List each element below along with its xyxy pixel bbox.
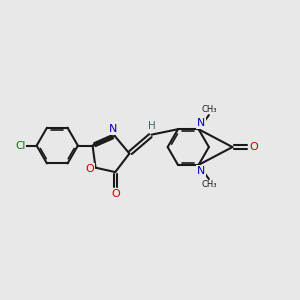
Text: Cl: Cl xyxy=(15,141,26,151)
Text: O: O xyxy=(111,189,120,199)
Text: N: N xyxy=(109,124,118,134)
Text: N: N xyxy=(197,118,205,128)
Text: N: N xyxy=(197,166,205,176)
Text: O: O xyxy=(85,164,94,174)
Text: O: O xyxy=(250,142,259,152)
Text: CH₃: CH₃ xyxy=(202,180,217,189)
Text: H: H xyxy=(148,122,156,131)
Text: CH₃: CH₃ xyxy=(202,105,217,114)
